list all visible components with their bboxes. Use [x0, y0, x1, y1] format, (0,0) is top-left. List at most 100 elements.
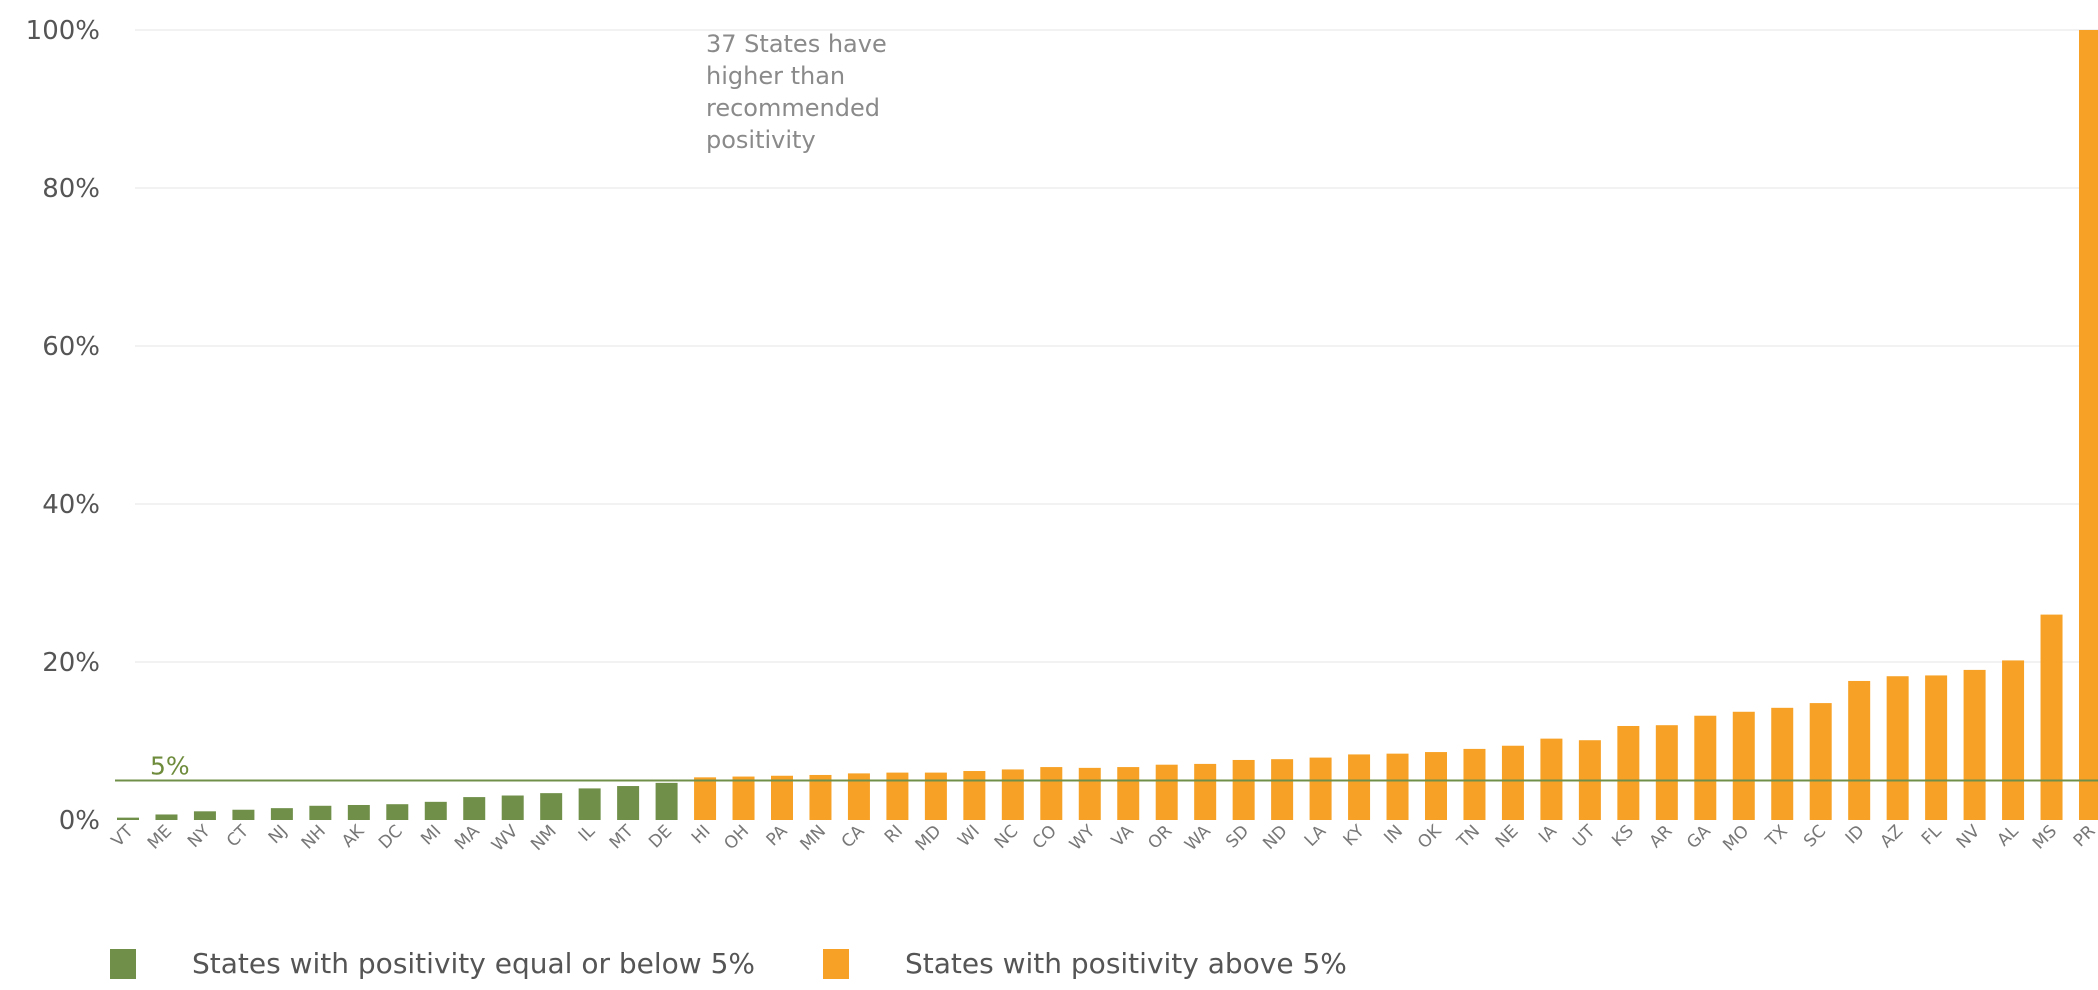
x-tick-label: HI [688, 821, 715, 848]
bar-va [1117, 767, 1140, 820]
bar-ct [232, 809, 255, 820]
bar-ga [1694, 715, 1717, 820]
bar-mi [424, 801, 447, 820]
bar-wy [1078, 767, 1101, 820]
bar-tx [1771, 707, 1794, 820]
bar-mo [1732, 711, 1755, 820]
y-tick-label: 80% [42, 174, 100, 204]
bar-nj [270, 808, 293, 820]
x-tick-label: IA [1535, 821, 1561, 847]
legend-label-above: States with positivity above 5% [905, 947, 1347, 980]
gridlines [135, 29, 2098, 663]
x-tick-label: NH [298, 821, 330, 853]
x-tick-label: MT [606, 821, 638, 853]
annotation-line: positivity [706, 126, 816, 154]
x-tick-label: DE [645, 821, 676, 852]
x-tick-label: OR [1144, 821, 1176, 853]
annotation-line: 37 States have [706, 30, 887, 58]
bar-chart: 0%20%40%60%80%100% VT ME NY CT NJ NH AK DC MI MA W… [26, 16, 2098, 856]
x-tick-label: MA [451, 821, 484, 854]
bar-ia [1540, 738, 1563, 820]
bar-tn [1463, 748, 1486, 820]
bar-de [655, 782, 678, 820]
bar-mt [617, 786, 640, 820]
legend-swatch-above [823, 948, 849, 979]
x-tick-label: IL [575, 821, 600, 846]
annotation-text: 37 States have higher than recommended posi… [706, 30, 887, 154]
x-tick-label: TX [1761, 821, 1792, 852]
bar-az [1886, 676, 1909, 820]
x-tick-label: CA [838, 821, 869, 852]
legend-swatch-below [110, 948, 136, 979]
bars [117, 30, 2098, 820]
bar-hi [694, 777, 717, 820]
bar-sc [1809, 703, 1832, 820]
bar-id [1848, 680, 1871, 820]
x-tick-label: VT [108, 821, 138, 851]
bar-ms [2040, 614, 2063, 820]
x-tick-label: NV [1953, 821, 1985, 853]
bar-oh [732, 776, 755, 820]
x-tick-label: AZ [1877, 821, 1908, 852]
y-tick-label: 40% [42, 490, 100, 520]
bar-wa [1194, 763, 1217, 820]
bar-in [1386, 753, 1409, 820]
bar-nm [540, 793, 563, 820]
bar-il [578, 788, 601, 820]
x-tick-label: AK [338, 821, 369, 852]
bar-wv [501, 795, 524, 820]
x-tick-label: WI [954, 821, 984, 851]
x-tick-label: VA [1108, 821, 1138, 851]
bar-nh [309, 805, 332, 820]
bar-ok [1425, 752, 1447, 820]
x-tick-label: SC [1800, 821, 1830, 851]
y-tick-label: 0% [59, 806, 100, 836]
bar-ne [1501, 745, 1524, 820]
x-tick-label: LA [1301, 821, 1331, 851]
bar-ak [347, 804, 370, 820]
x-tick-label: NY [184, 821, 215, 852]
bar-fl [1925, 675, 1948, 820]
x-axis-labels: VT ME NY CT NJ NH AK DC MI MA WV NM IL MT DE HI OH PA MN CA… [108, 821, 2098, 856]
x-tick-label: IN [1380, 821, 1407, 848]
bar-dc [386, 804, 409, 820]
y-tick-label: 20% [42, 648, 100, 678]
bar-or [1155, 764, 1178, 820]
bar-la [1309, 757, 1332, 820]
x-tick-label: WY [1066, 821, 1100, 855]
x-tick-label: ND [1259, 821, 1291, 853]
x-tick-label: ID [1842, 821, 1869, 848]
x-tick-label: WA [1181, 821, 1215, 855]
x-tick-label: TN [1453, 821, 1484, 852]
bar-wi [963, 771, 986, 820]
x-tick-label: AL [1994, 821, 2023, 850]
x-tick-label: AR [1646, 821, 1677, 852]
bar-ky [1348, 754, 1371, 820]
x-tick-label: OH [720, 821, 753, 854]
x-tick-label: MD [912, 821, 946, 855]
x-tick-label: MO [1719, 821, 1753, 855]
legend-item-above: States with positivity above 5% [823, 947, 1347, 980]
x-tick-label: ME [144, 821, 176, 853]
annotation-line: higher than [706, 62, 845, 90]
legend-label-below: States with positivity equal or below 5% [192, 947, 755, 980]
bar-nc [1001, 769, 1024, 820]
bar-vt [117, 817, 139, 820]
threshold-label: 5% [150, 752, 190, 781]
y-tick-label: 100% [26, 16, 100, 46]
x-tick-label: UT [1569, 821, 1600, 852]
x-tick-label: FL [1918, 821, 1946, 849]
bar-ca [847, 773, 870, 820]
x-tick-label: MN [796, 821, 830, 855]
y-axis-ticks: 0% 20% 40% 60% 80% 100% [26, 16, 100, 836]
x-tick-label: SD [1222, 821, 1253, 852]
x-tick-label: CT [223, 821, 253, 851]
annotation-line: recommended [706, 94, 880, 122]
x-tick-label: KS [1608, 821, 1638, 851]
x-tick-label: NE [1492, 821, 1523, 852]
bar-ks [1617, 725, 1640, 820]
x-tick-label: GA [1683, 821, 1715, 853]
bar-al [2002, 660, 2025, 820]
x-tick-label: PR [2070, 821, 2098, 851]
x-tick-label: PA [763, 821, 792, 850]
